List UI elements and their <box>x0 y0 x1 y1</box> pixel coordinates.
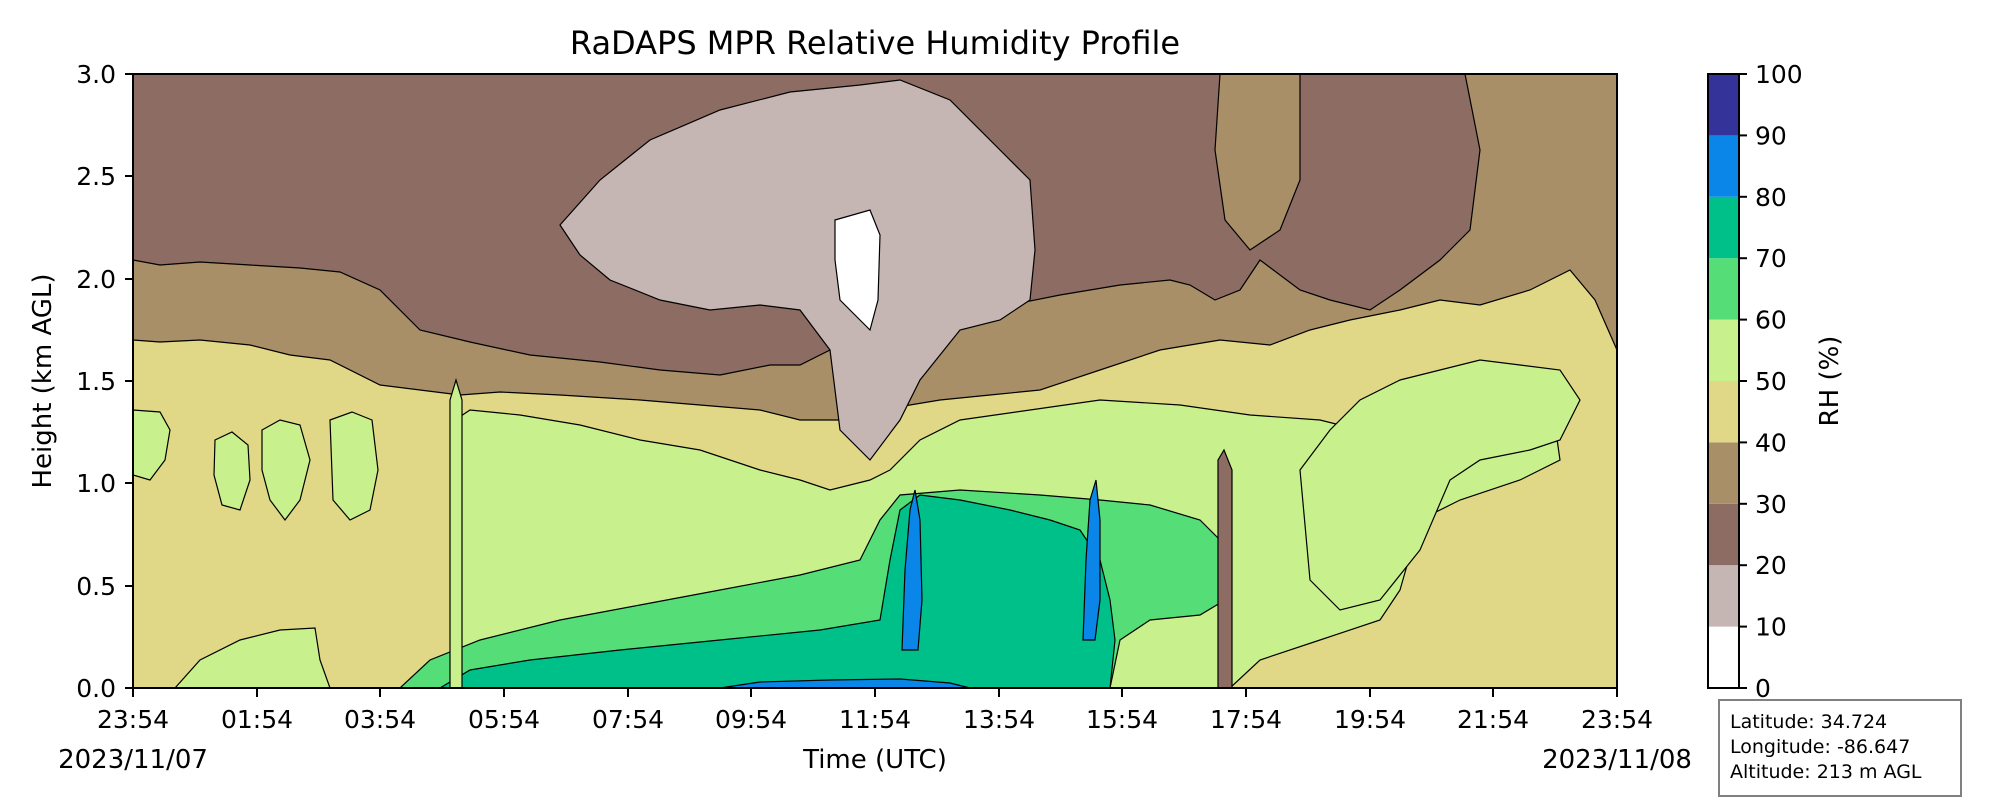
colorbar-tick-label: 20 <box>1755 551 1787 580</box>
colorbar-band-80-90 <box>1708 135 1739 197</box>
colorbar-tick-label: 50 <box>1755 367 1787 396</box>
colorbar: 0 10 20 30 40 50 60 70 80 90 100 RH (%) <box>1707 60 1845 703</box>
colorbar-band-20-30 <box>1708 503 1739 566</box>
y-tick-label: 0.5 <box>76 572 116 601</box>
humidity-region-80-90-column-b <box>1082 479 1101 641</box>
humidity-streak-0430 <box>449 377 463 688</box>
colorbar-tick-label: 60 <box>1755 306 1787 335</box>
y-tick-label: 1.0 <box>76 469 116 498</box>
colorbar-tick-label: 0 <box>1755 674 1771 703</box>
colorbar-band-60-70 <box>1708 258 1739 320</box>
x-tick-label: 19:54 <box>1334 705 1406 734</box>
colorbar-band-70-80 <box>1708 196 1739 259</box>
y-axis: 0.0 0.5 1.0 1.5 2.0 2.5 3.0 Height (km A… <box>28 60 133 703</box>
x-tick-label: 23:54 <box>1581 705 1653 734</box>
plot-area <box>133 74 1617 688</box>
x-tick-label: 21:54 <box>1457 705 1529 734</box>
colorbar-tick-label: 30 <box>1755 490 1787 519</box>
start-date-label: 2023/11/07 <box>58 745 208 775</box>
altitude-text: Altitude: 213 m AGL <box>1730 761 1922 783</box>
y-axis-label: Height (km AGL) <box>28 273 58 488</box>
x-axis-label: Time (UTC) <box>802 745 947 775</box>
humidity-region-80-90-column-a <box>901 489 923 651</box>
x-tick-label: 05:54 <box>468 705 540 734</box>
latitude-text: Latitude: 34.724 <box>1730 711 1888 733</box>
x-tick-label: 15:54 <box>1086 705 1158 734</box>
colorbar-band-10-20 <box>1708 565 1739 627</box>
site-info-box: Latitude: 34.724 Longitude: -86.647 Alti… <box>1718 699 1962 797</box>
x-tick-label: 01:54 <box>221 705 293 734</box>
longitude-text: Longitude: -86.647 <box>1730 736 1911 758</box>
colorbar-band-40-50 <box>1708 381 1739 443</box>
colorbar-label: RH (%) <box>1815 336 1845 427</box>
x-tick-label: 03:54 <box>344 705 416 734</box>
x-tick-label: 13:54 <box>963 705 1035 734</box>
humidity-region-30-40-pocket <box>1214 74 1301 251</box>
x-tick-label: 23:54 <box>97 705 169 734</box>
humidity-streak-1700 <box>1217 448 1233 688</box>
humidity-region-80-90-surface <box>719 678 971 688</box>
humidity-region-50-60-left-a <box>133 409 171 481</box>
colorbar-tick-label: 10 <box>1755 613 1787 642</box>
humidity-region-70-80 <box>438 494 1116 688</box>
humidity-region-0-10 <box>834 209 881 332</box>
humidity-region-50-60-left-d <box>213 431 251 511</box>
humidity-region-50-60-left-c <box>329 411 379 521</box>
humidity-region-10-20 <box>559 79 1036 461</box>
colorbar-tick-label: 70 <box>1755 244 1787 273</box>
colorbar-band-0-10 <box>1708 626 1739 688</box>
humidity-region-50-60-right <box>1299 359 1581 611</box>
y-tick-label: 2.0 <box>76 265 116 294</box>
colorbar-tick-label: 40 <box>1755 428 1787 457</box>
y-tick-label: 3.0 <box>76 60 116 89</box>
colorbar-tick-label: 90 <box>1755 121 1787 150</box>
colorbar-tick-label: 100 <box>1755 60 1803 89</box>
x-tick-label: 11:54 <box>839 705 911 734</box>
y-tick-label: 0.0 <box>76 674 116 703</box>
x-tick-label: 17:54 <box>1210 705 1282 734</box>
colorbar-band-50-60 <box>1708 319 1739 381</box>
humidity-region-50-60-left-surface <box>174 627 331 688</box>
colorbar-band-30-40 <box>1708 442 1739 504</box>
colorbar-band-90-100 <box>1708 74 1739 136</box>
x-tick-label: 07:54 <box>592 705 664 734</box>
chart-title: RaDAPS MPR Relative Humidity Profile <box>570 24 1180 62</box>
x-tick-label: 09:54 <box>715 705 787 734</box>
end-date-label: 2023/11/08 <box>1542 745 1692 775</box>
y-tick-label: 1.5 <box>76 367 116 396</box>
colorbar-tick-label: 80 <box>1755 183 1787 212</box>
x-axis: 23:54 01:54 03:54 05:54 07:54 09:54 11:5… <box>58 688 1692 775</box>
humidity-region-50-60-left-b <box>261 419 311 521</box>
y-tick-label: 2.5 <box>76 162 116 191</box>
